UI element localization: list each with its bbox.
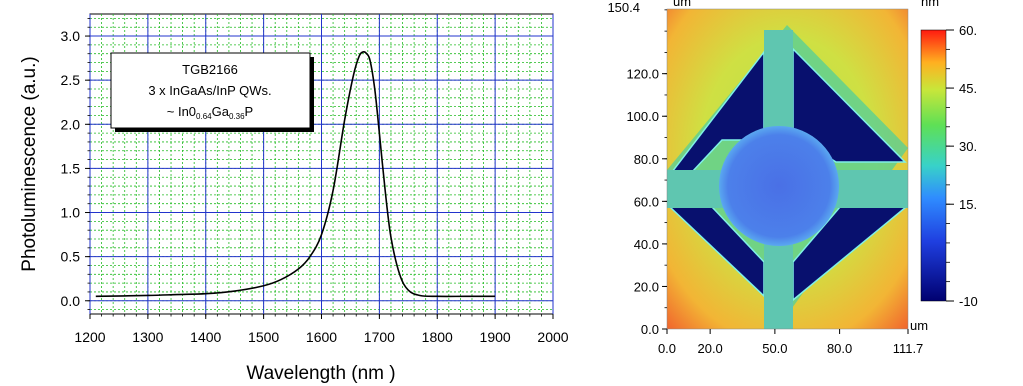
- pl-axis-ticks: 1200 1300 1400 1500 1600 1700 1800 1900 2000 0.0 0…: [61, 18, 569, 345]
- pl-series-line: [95, 51, 496, 298]
- annotation-box: [110, 52, 311, 129]
- afm-x-tick-label: 50.0: [762, 341, 787, 356]
- x-tick-label: 1300: [132, 329, 163, 345]
- afm-x-tick-label: 20.0: [697, 341, 722, 356]
- pl-chart: 1200 1300 1400 1500 1600 1700 1800 1900 2000 0.0 0…: [19, 13, 569, 384]
- y-tick-label: 0.0: [61, 293, 81, 309]
- x-tick-label: 1600: [306, 329, 337, 345]
- colorbar-tick-label: 15.: [959, 197, 977, 212]
- afm-y-tick-top: 150.4: [607, 0, 640, 15]
- afm-x-tick-label: 0.0: [658, 341, 676, 356]
- x-tick-label: 1200: [74, 329, 105, 345]
- colorbar-tick-label: 60.: [959, 23, 977, 38]
- x-tick-label: 1400: [190, 329, 221, 345]
- annotation-line1: TGB2166: [182, 62, 238, 77]
- afm-y-tick-label: 100.0: [626, 109, 659, 124]
- y-tick-label: 0.5: [61, 249, 81, 265]
- afm-y-tick-label: 120.0: [626, 67, 659, 82]
- afm-y-tick-label: 80.0: [634, 152, 659, 167]
- annotation-line3-sub2: 0.36: [229, 112, 245, 121]
- y-tick-label: 2.5: [61, 72, 81, 88]
- afm-y-tick-label: 40.0: [634, 237, 659, 252]
- annotation-line3: ~ In00.64Ga0.36P: [167, 104, 253, 121]
- afm-y-tick-label: 20.0: [634, 279, 659, 294]
- y-tick-label: 1.5: [61, 160, 81, 176]
- annotation-line3-prefix: ~ In0: [167, 104, 196, 119]
- x-tick-label: 1900: [480, 329, 511, 345]
- y-tick-label: 1.0: [61, 205, 81, 221]
- afm-y-tick-label: 60.0: [634, 194, 659, 209]
- afm-x-tick-label: 80.0: [827, 341, 852, 356]
- center-disk: [719, 126, 839, 246]
- x-tick-label: 2000: [537, 329, 568, 345]
- afm-x-tick-label: 111.7: [893, 341, 924, 356]
- afm-y-tick-label: 0.0: [641, 322, 659, 337]
- annotation-line3-suffix: P: [245, 104, 254, 119]
- annotation-line2: 3 x InGaAs/InP QWs.: [148, 83, 271, 98]
- x-tick-label: 1700: [364, 329, 395, 345]
- afm-image: 0.0 20.0 50.0 80.0 111.7 0.0 20.0 40.0 60.0 80.0 1…: [607, 0, 977, 356]
- y-axis-label: Photoluminescence (a.u.): [19, 56, 40, 271]
- x-axis-label: Wavelength (nm ): [246, 363, 395, 384]
- annotation-line3-sub1: 0.64: [196, 112, 212, 121]
- x-tick-label: 1800: [422, 329, 453, 345]
- colorbar: [920, 29, 947, 302]
- y-tick-label: 2.0: [61, 116, 81, 132]
- x-tick-label: 1500: [248, 329, 279, 345]
- afm-x-unit: um: [910, 318, 928, 333]
- colorbar-unit: nm: [921, 0, 939, 9]
- colorbar-tick-label: 30.: [959, 139, 977, 154]
- afm-y-unit: um: [673, 0, 691, 9]
- afm-axis-ticks: 0.0 20.0 50.0 80.0 111.7 0.0 20.0 40.0 60.0 80.0 1…: [626, 9, 924, 356]
- annotation-line3-mid: Ga: [212, 104, 230, 119]
- afm-map: [667, 9, 908, 329]
- colorbar-ticks: 60. 45. 30. 15. -10: [946, 23, 978, 309]
- colorbar-tick-label: -10: [959, 294, 978, 309]
- y-tick-label: 3.0: [61, 28, 81, 44]
- colorbar-tick-label: 45.: [959, 81, 977, 96]
